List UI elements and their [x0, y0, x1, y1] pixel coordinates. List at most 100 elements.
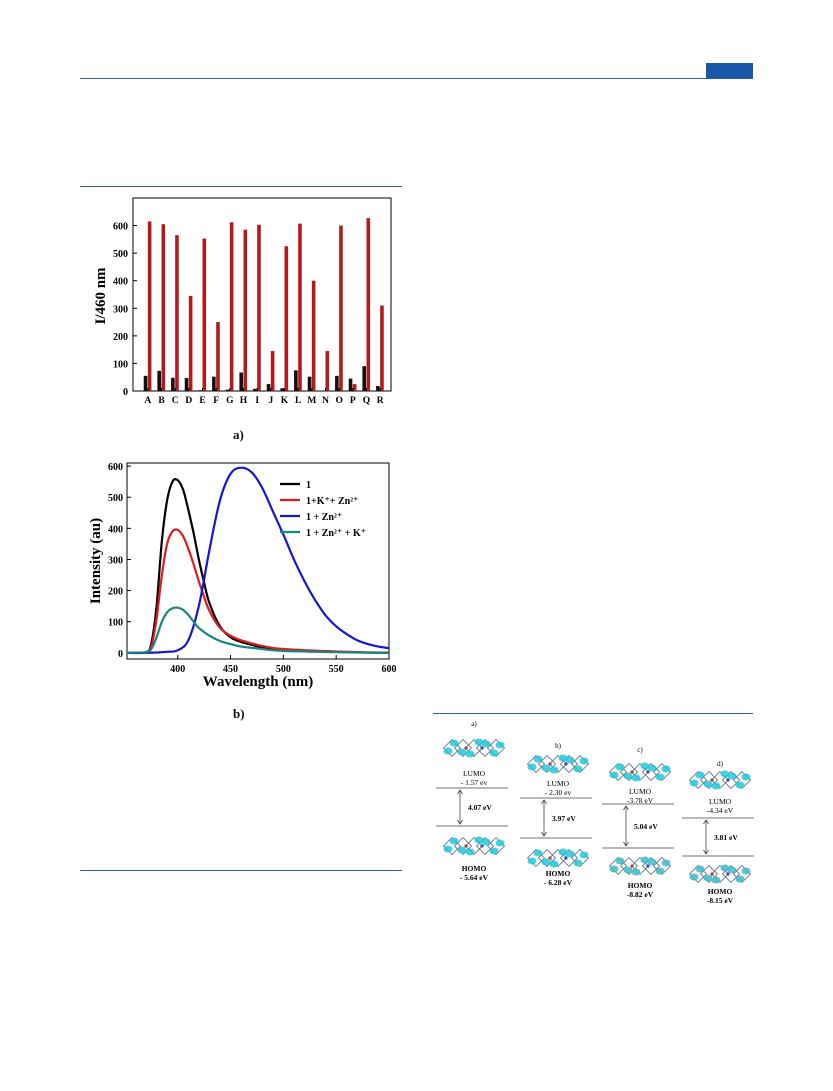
orbital-lobe: [465, 848, 475, 856]
y-tick-label: 0: [123, 387, 128, 398]
legend: 1 1+K⁺+ Zn²⁺ 1 + Zn²⁺ 1 + Zn²⁺ + K⁺: [280, 480, 366, 539]
panel-tag: b): [555, 742, 562, 750]
x-tick-label: P: [350, 396, 356, 406]
x-tick-label: 450: [223, 664, 238, 675]
orbital-lobe: [489, 749, 499, 757]
bar: [243, 229, 248, 391]
orbital-lobe: [495, 839, 505, 847]
homo-energy: - 5.64 eV: [460, 873, 489, 882]
orbital-lobe: [533, 849, 543, 857]
header-tab-marker: [706, 63, 753, 78]
orbital-lobe: [443, 845, 453, 853]
homo-energy: -8.82 eV: [627, 890, 654, 899]
y-tick-label: 400: [108, 524, 123, 535]
lumo-energy: -4.34 eV: [707, 806, 734, 815]
x-tick-label: I: [255, 396, 259, 406]
arrow-head-down: [541, 831, 547, 837]
arrow-head-up: [541, 799, 547, 805]
y-tick-label: 500: [113, 249, 128, 260]
x-tick-label: B: [158, 396, 165, 406]
y-tick-label: 600: [113, 222, 128, 233]
arrow-head-down: [703, 849, 709, 855]
x-tick-label: M: [307, 396, 316, 406]
orbital-lobe: [727, 866, 737, 874]
orbital-lobe: [735, 875, 745, 883]
orbital-lobe: [443, 747, 453, 755]
orbital-lobe: [741, 773, 751, 781]
homo-energy: - 6.28 eV: [544, 878, 573, 887]
atom: [480, 844, 484, 848]
bar: [266, 384, 271, 391]
figure-a-label: a): [233, 427, 244, 442]
gap-energy: 5.04 eV: [634, 822, 658, 831]
bar: [253, 388, 257, 391]
orbital-lobe: [695, 771, 705, 779]
homo-label: HOMO: [462, 864, 487, 873]
header-rule: [80, 78, 753, 79]
atom: [726, 778, 730, 782]
x-tick-label: N: [322, 396, 329, 406]
bar: [171, 377, 175, 391]
panel-tag: c): [637, 746, 643, 754]
lumo-energy: - 1.57 ev: [461, 778, 488, 787]
y-tick-label: 100: [113, 359, 128, 370]
molecule-orbital-image: [688, 864, 752, 884]
bar: [325, 351, 330, 391]
orbital-lobe: [689, 779, 699, 787]
bar: [362, 366, 366, 391]
series-line: [126, 528, 390, 654]
bar: [202, 238, 207, 391]
bar: [147, 221, 152, 391]
orbital-lobe: [474, 836, 484, 844]
bars: [143, 218, 384, 391]
x-tick-label: D: [185, 396, 192, 406]
orbital-lobe: [579, 851, 589, 859]
x-tick-label: K: [281, 396, 289, 406]
orbital-lobe: [735, 781, 745, 789]
bar: [348, 378, 353, 391]
homo-label: HOMO: [708, 887, 733, 896]
orbital-lobe: [457, 748, 467, 756]
x-tick-label: C: [172, 396, 179, 406]
bar: [352, 384, 357, 391]
bar: [239, 372, 243, 391]
orbital-lobe: [565, 756, 575, 764]
x-tick-label: 550: [329, 664, 344, 675]
atom: [646, 770, 650, 774]
homo-label: HOMO: [546, 869, 571, 878]
orbital-lobe: [689, 873, 699, 881]
lumo-energy: - 2.30 ev: [545, 788, 572, 797]
bar: [298, 223, 302, 391]
lumo-label: LUMO: [463, 769, 486, 778]
homo-label: HOMO: [628, 881, 653, 890]
x-tick-label: H: [240, 396, 248, 406]
orbital-lobe: [647, 764, 657, 772]
figure-c-top-rule: [433, 713, 753, 714]
y-tick-label: 100: [108, 618, 123, 629]
orbital-lobe: [465, 750, 475, 758]
atom: [564, 856, 568, 860]
bar: [339, 225, 343, 391]
orbital-lobe: [549, 860, 559, 868]
x-tick-label: 500: [276, 664, 291, 675]
gap-energy: 3.81 eV: [714, 833, 738, 842]
x-tick-label: J: [268, 396, 273, 406]
panel-tag: d): [717, 760, 724, 768]
y-axis: 0 100 200 300 400 500 600: [113, 222, 137, 398]
legend-entry: 1 + Zn²⁺: [306, 512, 342, 523]
bar: [175, 235, 179, 391]
bar: [184, 378, 189, 391]
x-tick-label: Q: [363, 396, 370, 406]
atom: [564, 762, 568, 766]
atom: [710, 778, 714, 782]
atom: [480, 746, 484, 750]
molecule-orbital-image: [688, 770, 752, 790]
orbital-lobe: [573, 859, 583, 867]
series-lines: [126, 466, 390, 655]
orbital-lobe: [647, 858, 657, 866]
bar: [380, 305, 384, 391]
orbital-lobe: [631, 774, 641, 782]
axes: 0 100 200 300 400 500 600 400 450 500 550 600: [108, 462, 397, 675]
legend-entry: 1: [306, 480, 311, 491]
